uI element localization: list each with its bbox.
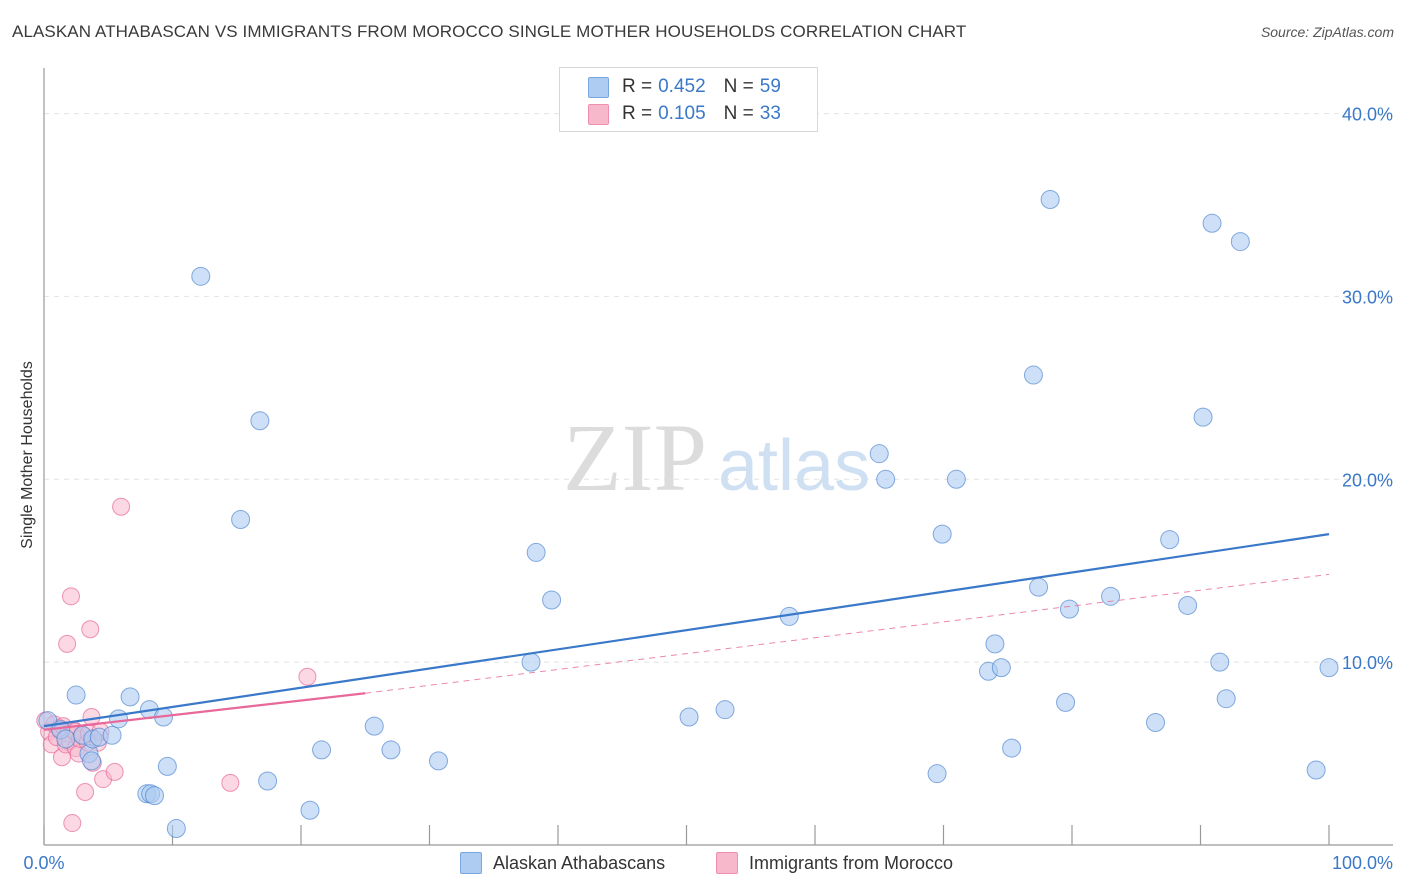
athabascan-point [521,652,541,672]
morocco-point [81,620,100,639]
athabascan-point [191,266,211,286]
athabascan-point [1059,599,1079,619]
legend-swatch-pink [716,852,738,874]
y-tick-label: 40.0% [1342,105,1393,125]
x-tick-label: 0.0% [23,853,64,873]
athabascan-point [679,707,699,727]
athabascan-point [1319,658,1339,678]
athabascan-point [157,756,177,776]
legend-swatch-blue [460,852,482,874]
series-athabascan-points [38,190,1339,839]
athabascan-point [876,469,896,489]
morocco-point [61,587,80,606]
athabascan-point [1178,595,1198,615]
legend-n-label: N = [723,76,754,97]
legend-r-value: 0.452 [658,76,706,97]
watermark-zip: ZIP [563,404,707,511]
legend-n-label: N = [723,103,754,124]
legend-r-label: R = [622,76,653,97]
athabascan-point [364,716,384,736]
athabascan-point [869,444,889,464]
morocco-trend-line [43,692,366,731]
morocco-point [298,667,317,686]
athabascan-point [991,658,1011,678]
athabascan-point [82,751,102,771]
legend-swatch-pink [588,103,609,125]
legend-row-athabascan: R = 0.452 N = 59 [588,76,781,98]
athabascan-point [1160,530,1180,550]
athabascan-point [985,634,1005,654]
stats-legend: R = 0.452 N = 59 R = 0.105 N = 33 [559,67,818,132]
athabascan-trend-line [43,533,1330,728]
athabascan-point [120,687,140,707]
athabascan-point [250,411,270,431]
y-tick-label: 10.0% [1342,653,1393,673]
athabascan-point [1023,365,1043,385]
morocco-point [112,497,131,516]
legend-n-value: 59 [759,76,781,97]
athabascan-point [927,764,947,784]
athabascan-point [109,709,129,729]
athabascan-point [102,725,122,745]
athabascan-point [1002,738,1022,758]
source-credit: Source: ZipAtlas.com [1260,24,1394,40]
athabascan-point [1146,712,1166,732]
legend-swatch-blue [588,76,609,98]
morocco-point [58,634,77,653]
athabascan-point [66,685,86,705]
y-tick-label: 30.0% [1342,287,1393,307]
athabascan-point [1202,213,1222,233]
athabascan-point [946,469,966,489]
athabascan-point [526,542,546,562]
legend-label: Alaskan Athabascans [493,852,666,873]
athabascan-point [381,740,401,760]
athabascan-point [1101,586,1121,606]
athabascan-point [56,729,76,749]
legend-row-morocco: R = 0.105 N = 33 [588,103,781,125]
athabascan-point [145,786,165,806]
morocco-point [76,782,95,801]
trend-lines [43,533,1330,731]
watermark: ZIP atlas [563,404,870,511]
tick-labels: 10.0% 20.0% 30.0% 40.0% 0.0% 100.0% [23,105,1393,873]
athabascan-point [715,700,735,720]
legend-item-morocco: Immigrants from Morocco [716,852,953,874]
athabascan-point [932,524,952,544]
watermark-atlas: atlas [718,426,870,506]
morocco-point [221,773,240,792]
morocco-point [63,814,82,833]
athabascan-point [231,510,251,530]
legend-n-value: 33 [759,103,781,124]
legend-r-value: 0.105 [658,103,706,124]
athabascan-point [300,800,320,820]
athabascan-point [1029,577,1049,597]
athabascan-point [1216,689,1236,709]
athabascan-point [542,590,562,610]
athabascan-point [1210,652,1230,672]
axes [43,68,1393,846]
morocco-trend-extension [365,573,1330,694]
chart-title: ALASKAN ATHABASCAN VS IMMIGRANTS FROM MO… [12,22,967,41]
y-tick-label: 20.0% [1342,470,1393,490]
athabascan-point [166,819,186,839]
series-legend: Alaskan Athabascans Immigrants from Moro… [0,852,1406,876]
athabascan-point [1056,692,1076,712]
athabascan-point [1230,232,1250,252]
athabascan-point [1193,407,1213,427]
gridlines [44,113,1393,663]
morocco-point [105,762,124,781]
legend-r-label: R = [622,103,653,124]
athabascan-point [312,740,332,760]
y-axis-label: Single Mother Households [19,361,36,549]
legend-item-athabascans: Alaskan Athabascans [460,852,665,874]
athabascan-point [1306,760,1326,780]
x-tick-label: 100.0% [1332,853,1393,873]
athabascan-point [428,751,448,771]
legend-label: Immigrants from Morocco [749,852,954,873]
athabascan-point [258,771,278,791]
athabascan-point [1040,190,1060,210]
